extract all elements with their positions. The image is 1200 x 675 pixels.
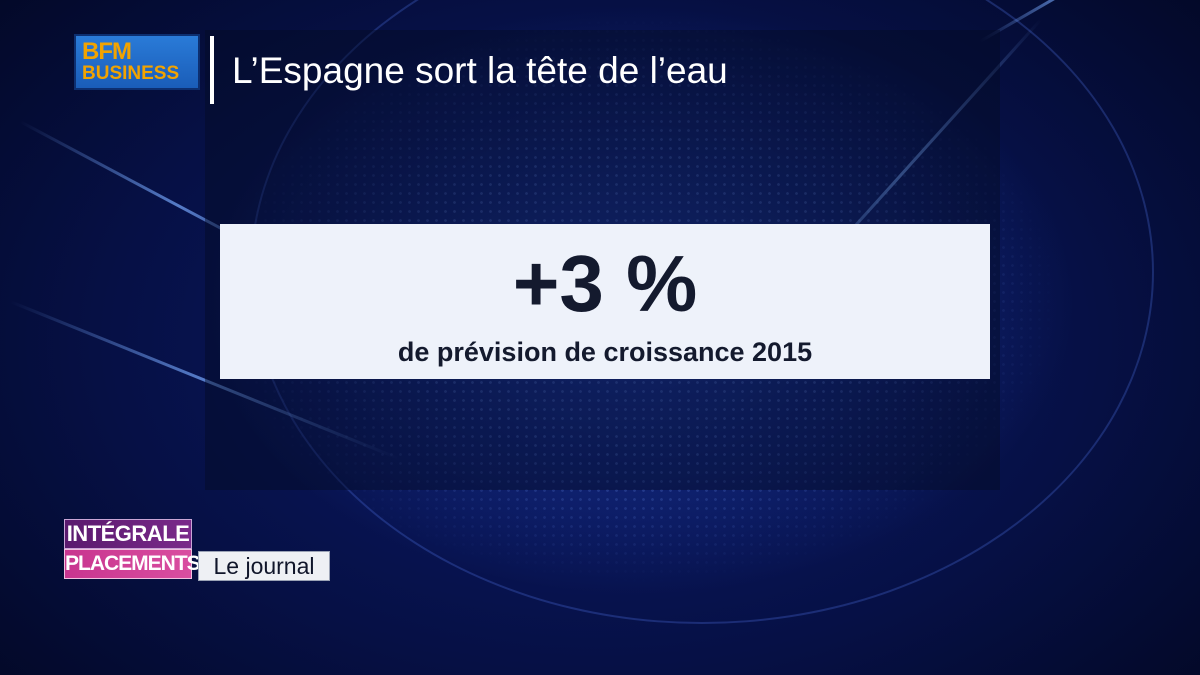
logo-text-business: BUSINESS <box>82 63 180 84</box>
program-badge-bottom-label: PLACEMENTS <box>65 552 201 575</box>
program-badge-top-label: INTÉGRALE <box>66 521 190 546</box>
bfm-business-logo: BFM BUSINESS <box>74 34 200 90</box>
section-tag-label: Le journal <box>213 553 315 579</box>
headline: L’Espagne sort la tête de l’eau <box>232 50 728 91</box>
stat-value: +3 % <box>512 239 698 328</box>
logo-text-bfm: BFM <box>82 38 132 65</box>
title-divider <box>210 36 214 104</box>
program-badge-top: INTÉGRALE <box>64 519 192 549</box>
stat-card: +3 % de prévision de croissance 2015 <box>220 224 990 379</box>
stat-caption: de prévision de croissance 2015 <box>397 337 813 367</box>
program-badge-bottom: PLACEMENTS <box>64 549 201 579</box>
section-tag: Le journal <box>198 551 330 581</box>
